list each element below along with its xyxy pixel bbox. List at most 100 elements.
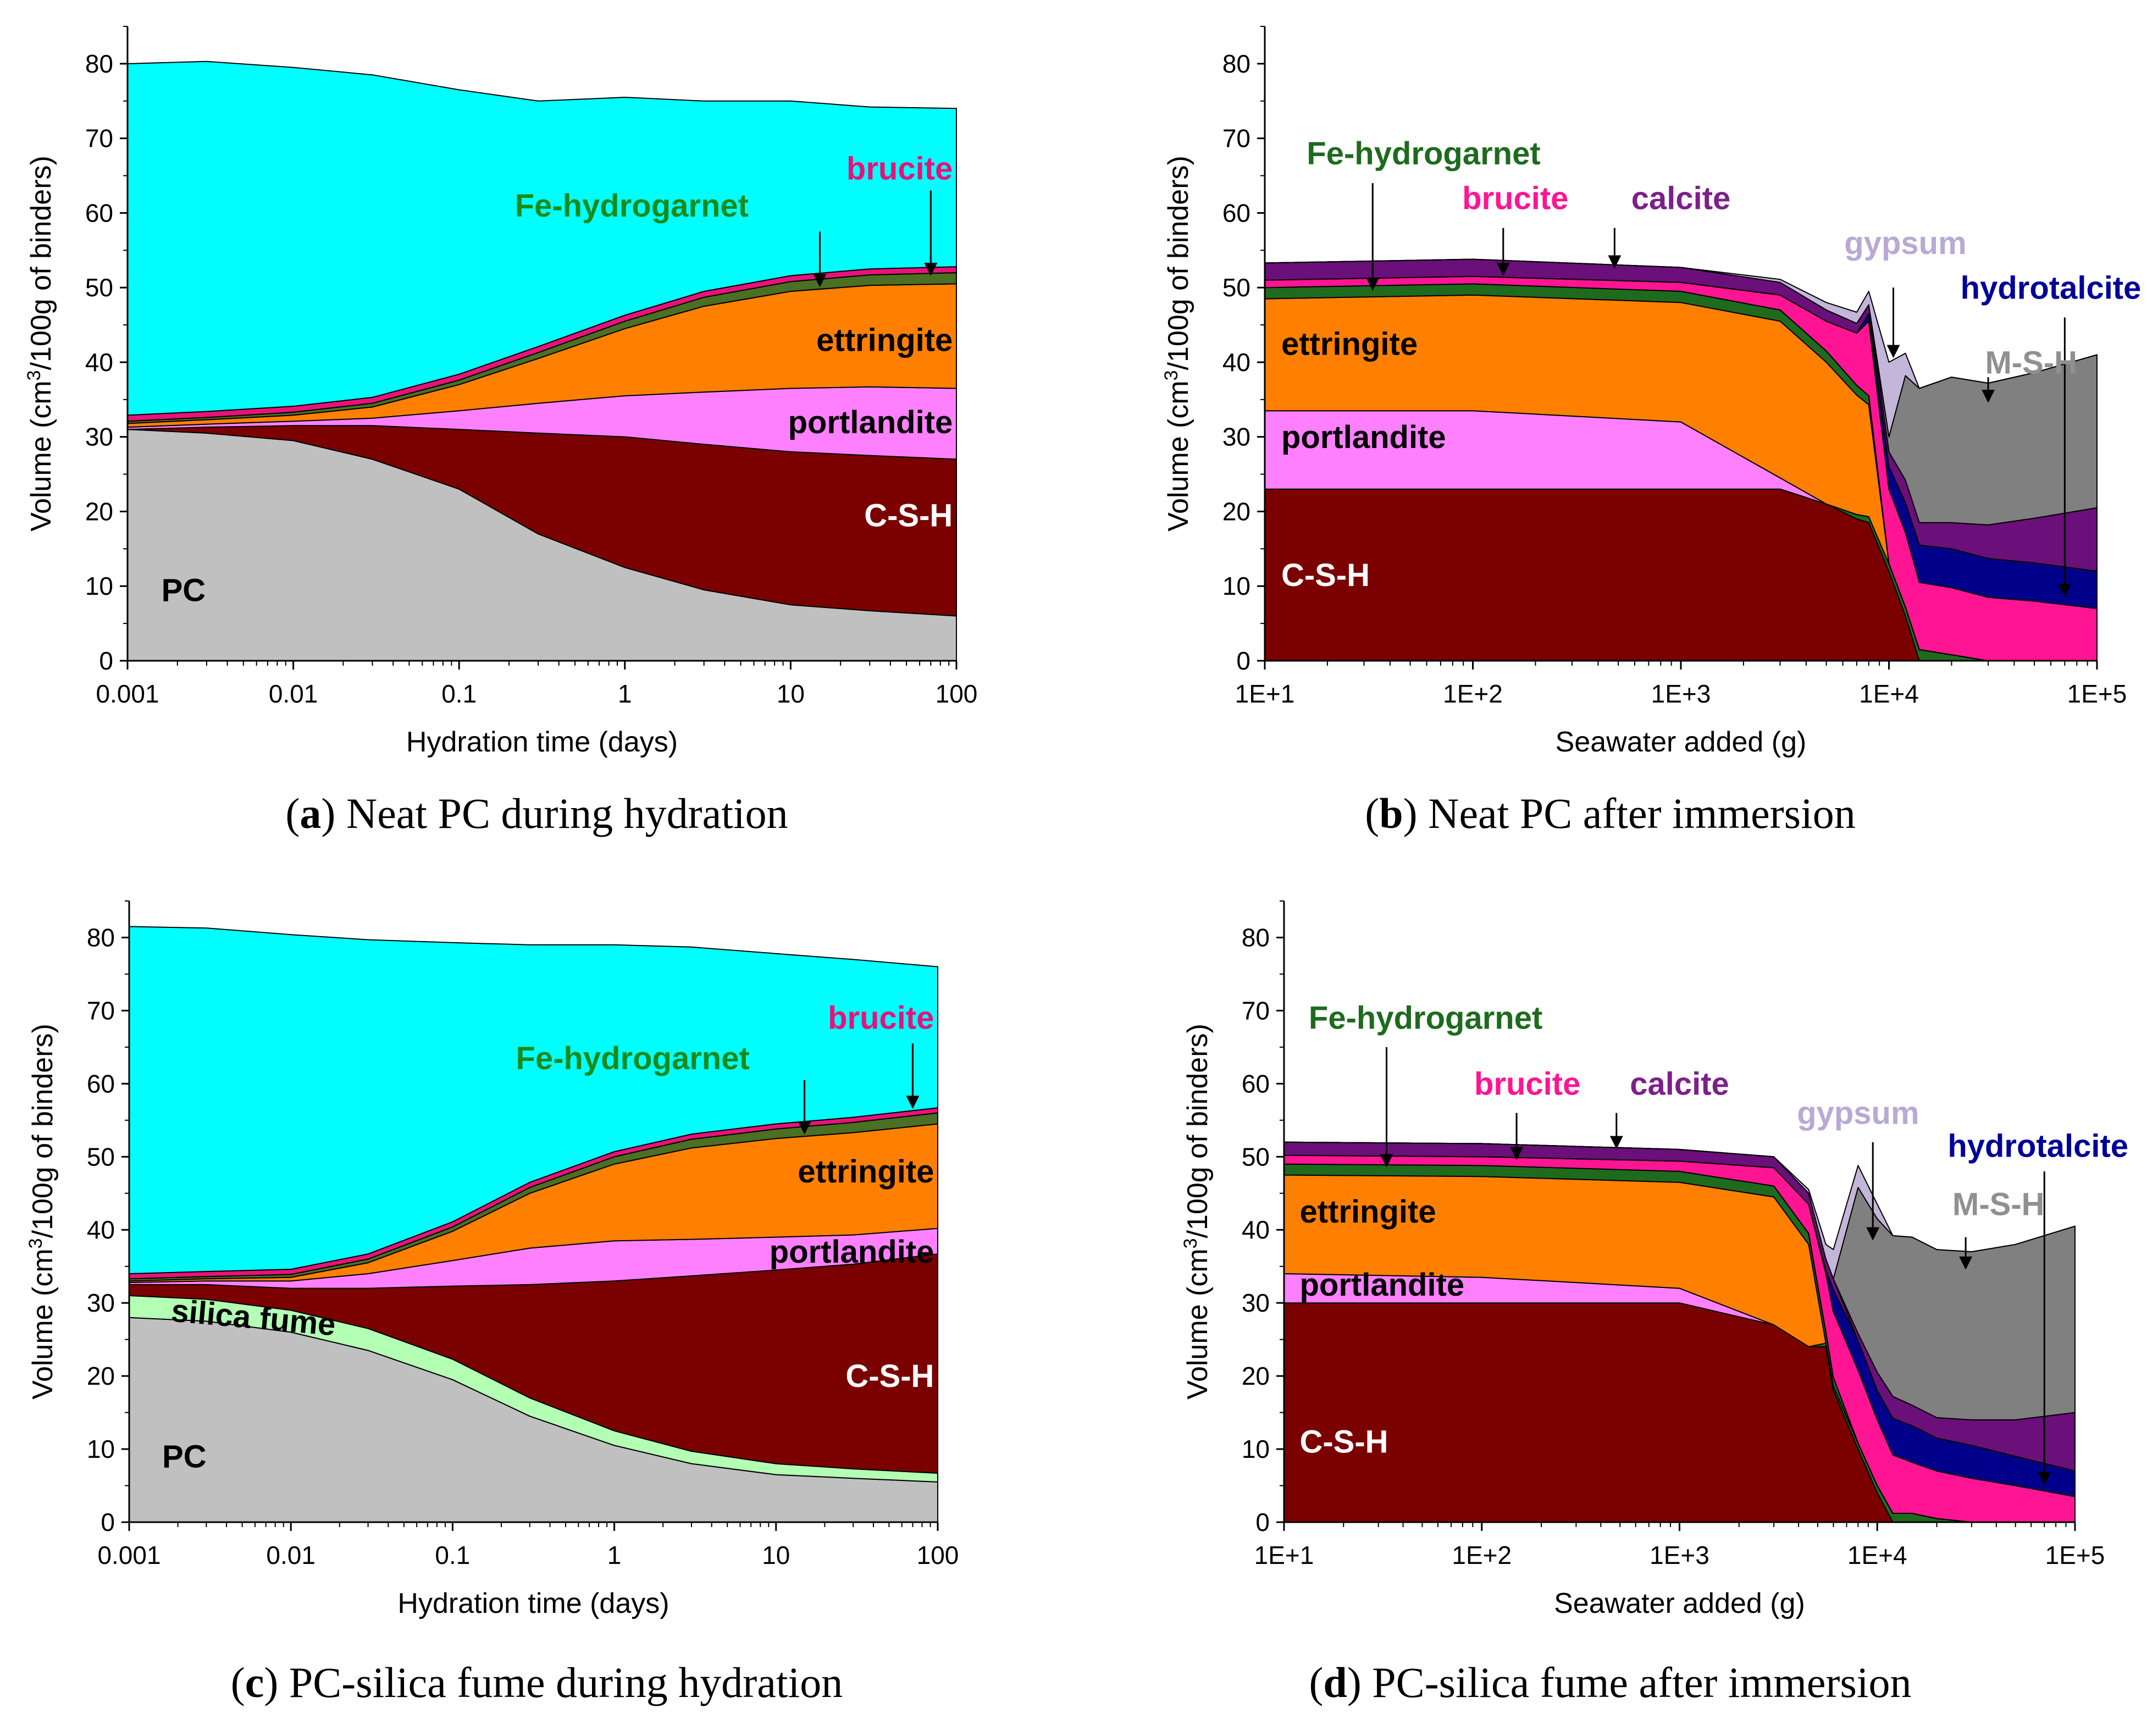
y-tick-label: 20 [1222,497,1250,526]
y-tick-label: 30 [85,423,113,451]
y-axis-label-superscript: 3 [25,1238,46,1248]
y-tick-label: 80 [1222,49,1250,78]
x-axis-label: Seawater added (g) [1554,1588,1805,1619]
y-tick-label: 60 [1222,198,1250,227]
caption-letter: d [1323,1658,1347,1706]
area-layers [1283,1141,2076,1523]
x-tick-label: 1E+1 [1235,679,1295,708]
label-fe-hydrogarnet: Fe-hydrogarnet [1309,1000,1542,1036]
y-tick-label: 80 [87,923,115,952]
label-brucite: brucite [828,1000,934,1036]
y-tick-label: 60 [85,198,113,227]
label-c-s-h: C-S-H [1299,1424,1388,1460]
caption-b: (b) Neat PC after immersion [1365,789,1856,837]
axes: 0 10 20 30 40 50 60 70 80 0.001 0.01 0.1 1 10 100 Hydra… [25,900,959,1619]
caption-letter: b [1379,789,1403,837]
label-c-s-h: C-S-H [864,498,953,534]
caption-d: (d) PC-silica fume after immersion [1309,1658,1912,1706]
y-tick-label: 10 [87,1435,115,1463]
y-tick-label: 70 [85,124,113,153]
annotation-arrows [1380,1047,2051,1485]
x-tick-label: 10 [762,1541,790,1569]
label-brucite: brucite [1462,181,1568,217]
area-layers [129,926,938,1523]
y-tick-label: 0 [101,1508,115,1536]
chart-b: 0 10 20 30 40 50 60 70 80 1E+1 1E+2 1E+3 1E+4 1E+5 Sea… [1161,26,2141,758]
label-m-s-h: M-S-H [1952,1187,2045,1223]
y-axis-label: Volume (cm3/100g of binders) [24,156,57,532]
y-tick-label: 0 [99,646,113,675]
y-tick-label: 20 [1242,1362,1270,1390]
chart-a: 0 10 20 30 40 50 60 70 80 0.001 0.01 0.1 1 10 100 Hydra… [24,26,977,758]
x-tick-label: 0.01 [266,1541,316,1569]
y-tick-label: 50 [1242,1142,1270,1171]
label-brucite: brucite [1474,1066,1580,1102]
y-tick-label: 0 [1255,1508,1270,1536]
y-axis-label-part: /100g of binders) [27,1024,59,1238]
axes: 0 10 20 30 40 50 60 70 80 1E+1 1E+2 1E+3 1E+4 1E+5 Sea… [1161,26,2127,758]
chart-panel-b: 0 10 20 30 40 50 60 70 80 1E+1 1E+2 1E+3 1E+4 1E+5 Sea… [1074,0,2147,868]
series-labels: C-S-H portlandite ettringite Fe-hydrogarnet… [1299,1000,2128,1460]
label-portlandite: portlandite [1299,1267,1464,1303]
series-labels: PC C-S-H portlandite ettringite Fe-hydrogarn… [162,151,953,608]
y-axis-label: Volume (cm3/100g of binders) [1180,1024,1214,1400]
y-tick-label: 50 [1222,273,1250,302]
caption-text: PC-silica fume during hydration [289,1658,843,1706]
y-tick-label: 70 [1242,996,1270,1025]
y-tick-label: 40 [85,348,113,377]
area-gypsum [1264,258,2098,438]
y-tick-label: 80 [1242,923,1270,952]
y-axis-label: Volume (cm3/100g of binders) [25,1024,59,1400]
caption-text: Neat PC after immersion [1428,789,1856,837]
x-tick-label: 1 [607,1541,622,1569]
y-tick-label: 50 [85,273,113,302]
y-axis-label-part: /100g of binders) [25,156,57,370]
x-tick-label: 1E+3 [1650,1541,1709,1569]
y-axis-label-part: Volume (cm [27,1248,59,1400]
y-tick-label: 10 [85,572,113,600]
label-fe-hydrogarnet: Fe-hydrogarnet [515,188,749,224]
y-axis-label-superscript: 3 [1180,1238,1201,1248]
label-c-s-h: C-S-H [845,1358,934,1394]
caption-text: Neat PC during hydration [346,789,788,837]
y-axis-label-superscript: 3 [24,370,45,380]
y-axis-label-part: /100g of binders) [1163,156,1194,370]
y-tick-label: 50 [87,1142,115,1171]
label-m-s-h: M-S-H [1985,345,2078,380]
label-ettringite: ettringite [1299,1194,1436,1230]
axes: 0 10 20 30 40 50 60 70 80 1E+1 1E+2 1E+3 1E+4 1E+5 Sea… [1180,900,2105,1619]
chart-panel-d: 0 10 20 30 40 50 60 70 80 1E+1 1E+2 1E+3 1E+4 1E+5 Sea… [1074,868,2147,1736]
annotation-arrows [798,1043,920,1135]
y-axis-label-part: Volume (cm [1163,380,1194,532]
y-tick-label: 30 [87,1289,115,1317]
series-labels: C-S-H portlandite ettringite Fe-hydrogarnet… [1281,136,2141,593]
label-brucite: brucite [846,151,953,186]
annotation-arrows [1366,183,2072,597]
y-tick-label: 20 [87,1362,115,1390]
x-tick-label: 0.1 [435,1541,470,1569]
x-tick-label: 1E+5 [2067,679,2127,708]
chart-panel-c: 0 10 20 30 40 50 60 70 80 0.001 0.01 0.1 1 10 100 Hydra… [0,868,1074,1736]
caption-letter: a [300,789,322,837]
x-tick-label: 1E+3 [1651,679,1711,708]
y-tick-label: 10 [1222,572,1250,600]
x-tick-label: 0.001 [96,679,159,708]
label-calcite: calcite [1631,181,1731,217]
label-gypsum: gypsum [1797,1095,1919,1131]
x-tick-label: 1E+2 [1443,679,1503,708]
y-tick-label: 20 [85,497,113,526]
annotation-arrows [813,190,938,288]
x-tick-label: 100 [917,1541,959,1569]
y-tick-label: 30 [1222,423,1250,451]
y-axis-label-part: /100g of binders) [1182,1024,1214,1238]
y-axis-label-part: Volume (cm [25,380,57,532]
x-tick-label: 1E+4 [1859,679,1919,708]
y-tick-label: 60 [87,1069,115,1098]
y-tick-label: 80 [85,49,113,78]
x-tick-label: 10 [777,679,805,708]
chart-d: 0 10 20 30 40 50 60 70 80 1E+1 1E+2 1E+3 1E+4 1E+5 Sea… [1180,900,2128,1619]
y-tick-label: 40 [87,1215,115,1244]
label-portlandite: portlandite [788,405,953,440]
y-axis-label-part: Volume (cm [1182,1248,1214,1400]
label-ettringite: ettringite [1281,326,1418,362]
